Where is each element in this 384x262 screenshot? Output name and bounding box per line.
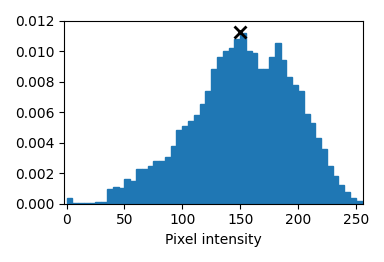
Bar [310,123,315,204]
Bar [96,202,101,204]
Bar [298,91,304,204]
Bar [84,203,90,204]
Bar [90,203,96,204]
Bar [205,91,211,204]
Bar [275,43,281,204]
Bar [200,105,205,204]
Bar [344,192,350,204]
Bar [171,146,177,204]
X-axis label: Pixel intensity: Pixel intensity [165,233,262,247]
Bar [263,69,269,204]
Bar [101,202,107,204]
Bar [304,114,310,204]
Bar [119,188,124,204]
Bar [246,51,252,204]
Bar [107,189,113,204]
Bar [72,203,78,204]
Bar [321,149,327,204]
Bar [113,187,119,204]
Bar [153,161,159,204]
Bar [356,201,363,204]
Bar [333,176,338,204]
Bar [124,179,130,204]
Bar [217,57,223,204]
Bar [281,60,286,204]
Bar [66,198,72,204]
Bar [350,198,356,204]
Bar [194,115,200,204]
Bar [240,33,246,204]
Bar [147,166,153,204]
Bar [252,53,258,204]
Bar [130,181,136,204]
Bar [258,69,263,204]
Bar [234,39,240,204]
Bar [211,69,217,204]
Bar [315,138,321,204]
Bar [223,51,228,204]
Bar [188,121,194,204]
Bar [142,169,147,204]
Bar [78,203,84,204]
Bar [136,169,142,204]
Bar [292,85,298,204]
Bar [269,57,275,204]
Bar [159,161,165,204]
Bar [177,130,182,204]
Bar [165,157,171,204]
Bar [338,185,344,204]
Bar [286,77,292,204]
Bar [182,126,188,204]
Bar [327,166,333,204]
Bar [228,48,234,204]
